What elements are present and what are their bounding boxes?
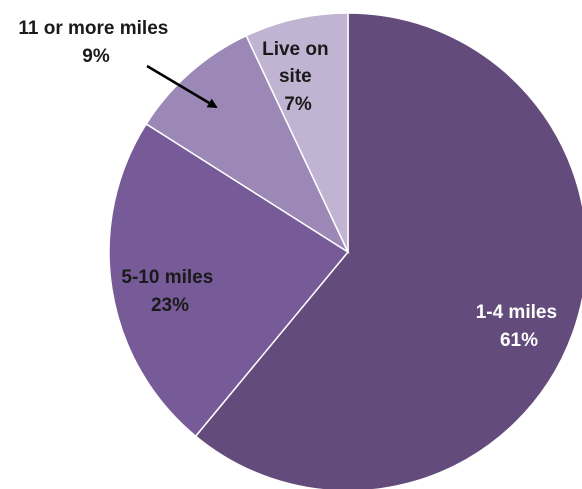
- pie-slice-live-on-site: [245, 12, 349, 253]
- leader-arrow: [146, 64, 218, 109]
- pie-slice-5-10-miles: [108, 122, 350, 438]
- pie-slices: [108, 12, 582, 489]
- slice-label-live-on-site: Live on site 7%: [262, 39, 334, 115]
- slice-labels: 1-4 miles 61% 5-10 miles 23% 11 or more …: [18, 18, 563, 351]
- pie-slice-1-4-miles: [194, 12, 582, 489]
- pie-slice-11-or-more-miles: [145, 34, 350, 255]
- slice-label-1-4-miles: 1-4 miles 61%: [476, 302, 563, 351]
- slice-label-5-10-miles: 5-10 miles 23%: [121, 267, 218, 316]
- slice-label-11-or-more-miles: 11 or more miles 9%: [18, 18, 173, 67]
